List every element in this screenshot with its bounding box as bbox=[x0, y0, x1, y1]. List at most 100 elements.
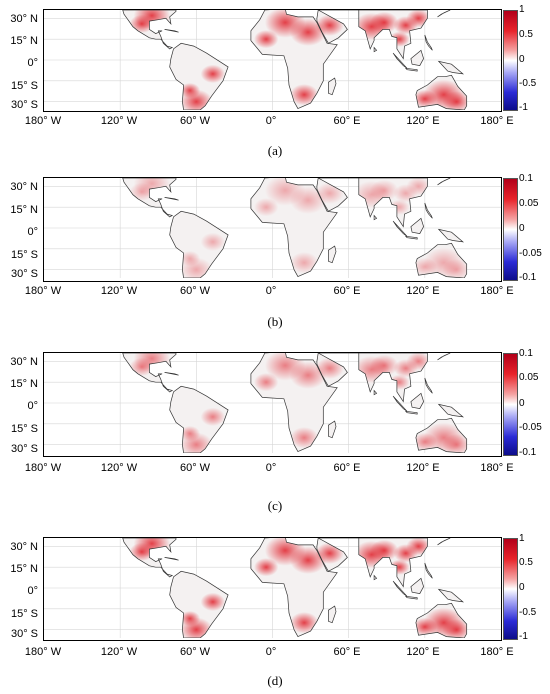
coastline-japan bbox=[437, 538, 451, 546]
coastline-southAmerica bbox=[169, 385, 229, 453]
landmass-borneo bbox=[410, 578, 424, 594]
map-graphic-d bbox=[44, 538, 501, 638]
heat-blob bbox=[179, 425, 201, 442]
lon-label-120e: 120° E bbox=[406, 462, 440, 474]
lat-label-15s: 15° S bbox=[10, 608, 38, 620]
heat-blob bbox=[253, 198, 279, 217]
colorbar-a-tick-mid-low: -0.5 bbox=[519, 78, 537, 89]
heat-blob bbox=[200, 407, 226, 427]
coastline-arabia bbox=[316, 538, 348, 572]
coastline-newGuinea bbox=[437, 60, 465, 75]
lon-label-180e: 180° E bbox=[480, 646, 514, 658]
lon-label-60w: 60° W bbox=[179, 285, 211, 297]
heat-blob bbox=[200, 232, 226, 252]
coastline-asia bbox=[318, 538, 428, 588]
heat-blob bbox=[200, 592, 226, 612]
lon-label-180e: 180° E bbox=[480, 115, 514, 127]
lat-label-30n: 30° N bbox=[10, 541, 38, 553]
lon-label-0: 0° bbox=[265, 646, 277, 658]
caption-d: (d) bbox=[267, 673, 283, 688]
coastline-asia bbox=[318, 353, 428, 403]
heat-blob bbox=[442, 618, 467, 638]
colorbar-d-tick-max: 1 bbox=[519, 533, 525, 544]
heat-blob bbox=[412, 89, 438, 109]
coastline-africa bbox=[250, 10, 338, 110]
colorbar-a-tick-mid-high: 0.5 bbox=[519, 29, 533, 40]
lon-label-180e: 180° E bbox=[480, 285, 514, 297]
lat-label-30n: 30° N bbox=[10, 13, 38, 25]
colorbar-a-tick-max: 1 bbox=[519, 4, 525, 15]
lon-label-60e: 60° E bbox=[333, 462, 361, 474]
coastline-australia bbox=[415, 417, 468, 453]
colorbar-b-tick-mid-high: 0.05 bbox=[519, 198, 539, 209]
coastline-arabia bbox=[316, 353, 348, 387]
lon-label-0: 0° bbox=[265, 462, 277, 474]
heat-blob bbox=[442, 90, 467, 110]
lon-label-180w: 180° W bbox=[24, 285, 62, 297]
lat-label-15s: 15° S bbox=[10, 249, 38, 261]
lon-label-180e: 180° E bbox=[480, 462, 514, 474]
coastline-africa bbox=[250, 538, 338, 638]
coastline-sriLanka bbox=[373, 214, 378, 221]
lat-label-30s: 30° S bbox=[10, 268, 38, 280]
lon-label-0: 0° bbox=[265, 285, 277, 297]
lon-label-120w: 120° W bbox=[100, 115, 138, 127]
lon-label-60w: 60° W bbox=[179, 462, 211, 474]
heat-blob bbox=[290, 612, 319, 634]
coastline-madagascar bbox=[328, 420, 337, 439]
colorbar-d-tick-min: -1 bbox=[519, 631, 528, 642]
panel-b: 30° N 15° N 0° 15° S 30° S 180° W 120° W… bbox=[0, 0, 550, 340]
colorbar-b bbox=[503, 178, 518, 281]
coastline-cuba bbox=[164, 372, 179, 376]
lon-label-60e: 60° E bbox=[333, 115, 361, 127]
coastline-java bbox=[404, 595, 418, 600]
coastline-newGuinea bbox=[437, 588, 465, 603]
coastline-madagascar bbox=[328, 77, 337, 96]
coastline-sriLanka bbox=[373, 574, 378, 581]
coastline-borneo bbox=[410, 217, 424, 234]
coastline-philippines bbox=[424, 202, 433, 219]
heat-blob bbox=[290, 252, 319, 274]
colorbar-d-tick-mid-high: 0.5 bbox=[519, 557, 533, 568]
heat-blob bbox=[412, 257, 438, 277]
heat-blob bbox=[369, 539, 399, 562]
colorbar-d-tick-zero: 0 bbox=[519, 582, 525, 593]
coastline-africa bbox=[250, 353, 338, 453]
colorbar-c bbox=[503, 353, 518, 456]
lat-label-0: 0° bbox=[27, 585, 38, 597]
coastline-northAmerica bbox=[122, 538, 177, 578]
lon-label-60w: 60° W bbox=[179, 646, 211, 658]
colorbar-d bbox=[503, 538, 518, 640]
lat-label-30s: 30° S bbox=[10, 443, 38, 455]
lat-label-15n: 15° N bbox=[10, 378, 38, 390]
landmass-madagascar bbox=[328, 246, 336, 263]
landmass-madagascar bbox=[328, 421, 336, 438]
map-a bbox=[43, 9, 502, 112]
map-b bbox=[43, 177, 502, 282]
lat-label-0: 0° bbox=[27, 226, 38, 238]
coastline-southAmerica bbox=[169, 210, 229, 278]
colorbar-c-tick-min: -0.1 bbox=[519, 447, 537, 458]
coastline-sriLanka bbox=[373, 389, 378, 396]
heat-blob bbox=[129, 14, 154, 34]
coastline-japan bbox=[437, 353, 451, 361]
coastline-madagascar bbox=[328, 245, 337, 264]
landmass-borneo bbox=[410, 50, 424, 66]
heat-blob bbox=[253, 373, 279, 392]
lon-label-180w: 180° W bbox=[24, 646, 62, 658]
lon-label-120w: 120° W bbox=[100, 462, 138, 474]
heat-blob bbox=[315, 542, 344, 564]
coastline-australia bbox=[415, 602, 468, 638]
lat-label-30n: 30° N bbox=[10, 356, 38, 368]
map-graphic-b bbox=[44, 178, 501, 278]
coastline-sumatra bbox=[392, 395, 408, 412]
coastline-cuba bbox=[164, 197, 179, 201]
colorbar-c-tick-mid-high: 0.05 bbox=[519, 372, 539, 383]
landmass-newGuinea bbox=[438, 589, 463, 602]
colorbar-c-tick-mid-low: -0.05 bbox=[519, 422, 542, 433]
map-c bbox=[43, 352, 502, 457]
landmass-madagascar bbox=[328, 606, 336, 623]
lat-label-15s: 15° S bbox=[10, 423, 38, 435]
lat-label-0: 0° bbox=[27, 400, 38, 412]
